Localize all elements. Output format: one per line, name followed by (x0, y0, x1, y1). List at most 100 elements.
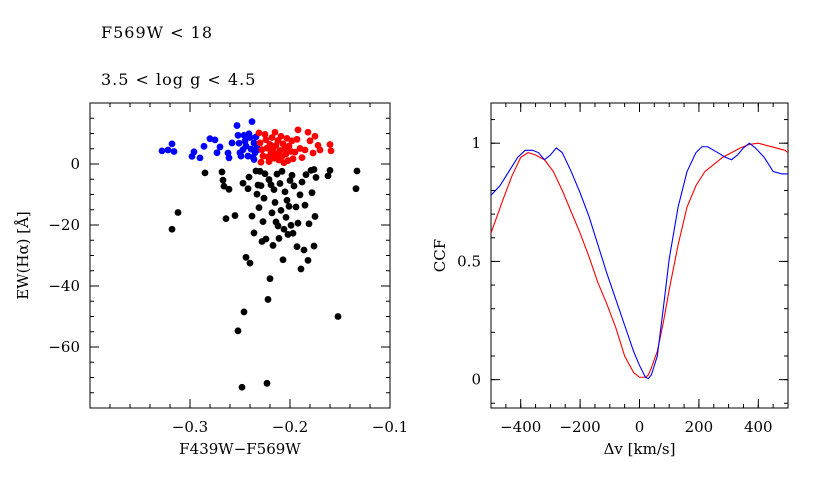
scatter-point (164, 146, 172, 154)
scatter-point (293, 135, 301, 143)
x-axis-title: F439W−F569W (179, 440, 301, 458)
scatter-point (261, 170, 269, 178)
scatter-point (245, 173, 253, 181)
y-tick-label: 0 (471, 371, 481, 389)
scatter-point (255, 129, 263, 137)
scatter-point (266, 275, 274, 283)
scatter-point (268, 134, 276, 141)
y-tick-label: 1 (471, 134, 481, 152)
ccf-line-series-1 (491, 142, 788, 380)
scatter-point (168, 225, 176, 233)
scatter-point (304, 128, 312, 136)
scatter-point (269, 242, 277, 249)
scatter-point (312, 174, 320, 181)
scatter-point (268, 209, 276, 217)
scatter-point (233, 122, 241, 129)
y-tick-label: −40 (48, 277, 80, 295)
scatter-point (298, 154, 306, 161)
scatter-point (324, 172, 332, 180)
scatter-point (273, 170, 281, 178)
scatter-point (310, 242, 318, 250)
scatter-point (277, 132, 285, 140)
scatter-point (296, 191, 304, 199)
scatter-point (279, 256, 287, 264)
scatter-point (310, 166, 318, 173)
scatter-point (334, 313, 342, 320)
x-tick-label: −200 (559, 418, 600, 436)
x-tick-label: 200 (685, 418, 714, 436)
scatter-point (265, 176, 273, 183)
ccf-line-series-0 (491, 142, 788, 378)
scatter-point (234, 327, 242, 335)
scatter-point (302, 171, 310, 179)
scatter-point (174, 209, 182, 216)
scatter-point (239, 179, 247, 187)
scatter-point (250, 229, 258, 237)
scatter-point (311, 132, 319, 140)
scatter-point (253, 190, 261, 198)
scatter-point (158, 147, 166, 155)
scatter-point (311, 213, 319, 220)
scatter-point (292, 203, 300, 211)
scatter-point (168, 140, 176, 148)
y-tick-label: −60 (48, 338, 80, 356)
scatter-point (326, 167, 334, 174)
chart-right-panel: −400 −200 0 200 400 0 0.5 1 Δv [km/s] CCF (431, 102, 789, 458)
scatter-point (255, 204, 263, 212)
scatter-point (274, 222, 282, 230)
scatter-point (263, 379, 271, 387)
scatter-point (352, 185, 360, 193)
scatter-point (244, 185, 252, 193)
chart-left-panel: −0.3 −0.2 −0.1 0 −20 −40 −60 F439W−F569W EW(Hα) … (14, 102, 408, 458)
scatter-point (200, 142, 208, 150)
scatter-point (220, 182, 228, 190)
scatter-point (283, 196, 291, 204)
scatter-point (213, 149, 221, 157)
scatter-point (170, 148, 178, 155)
scatter-point (277, 206, 285, 214)
scatter-point (293, 243, 301, 251)
scatter-point (259, 218, 267, 226)
scatter-point (309, 149, 317, 157)
scatter-point (282, 213, 290, 221)
scatter-point (246, 259, 254, 267)
scatter-point (316, 146, 324, 154)
scatter-point (275, 235, 283, 242)
x-tick-label: 0 (635, 418, 645, 436)
scatter-point (238, 383, 246, 391)
y-tick-label: −20 (48, 216, 80, 234)
scatter-point (262, 235, 270, 243)
scatter-point (290, 182, 298, 190)
scatter-point (353, 167, 361, 175)
scatter-point (267, 181, 275, 189)
scatter-point (281, 188, 289, 196)
scatter-point (289, 155, 297, 163)
scatter-point (291, 148, 299, 156)
scatter-point (256, 139, 264, 147)
scatter-point (231, 212, 239, 219)
scatter-point (225, 185, 233, 193)
annotation-magnitude-cut: F569W < 18 (101, 23, 214, 42)
scatter-point (301, 146, 309, 154)
scatter-point (250, 156, 258, 163)
y-axis-title: CCF (431, 239, 449, 272)
scatter-point (264, 296, 272, 303)
scatter-point (248, 118, 256, 126)
x-tick-label: −0.1 (372, 418, 408, 436)
scatter-point (250, 139, 258, 147)
scatter-point (240, 308, 248, 316)
scatter-point (257, 182, 265, 190)
scatter-point (257, 158, 265, 166)
scatter-point (289, 229, 297, 237)
scatter-point (271, 199, 279, 206)
scatter-point (308, 189, 316, 197)
y-tick-label: 0 (70, 155, 80, 173)
scatter-point (280, 225, 288, 233)
scatter-point (219, 176, 227, 184)
scatter-point (237, 152, 245, 160)
scatter-series-0 (158, 118, 262, 163)
scatter-series-2 (168, 166, 361, 391)
scatter-point (211, 136, 219, 144)
scatter-point (306, 137, 314, 145)
scatter-point (248, 212, 256, 220)
